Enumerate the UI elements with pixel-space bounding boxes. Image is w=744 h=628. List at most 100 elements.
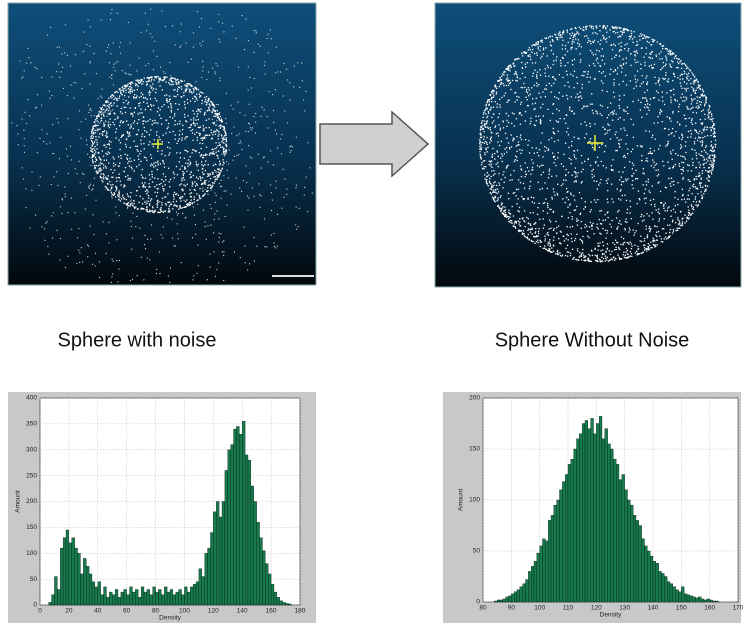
point <box>191 85 192 86</box>
point <box>265 73 266 74</box>
point <box>276 187 277 188</box>
point <box>141 174 142 175</box>
point <box>115 196 116 197</box>
point <box>191 58 192 59</box>
point <box>101 109 102 110</box>
point <box>150 104 151 105</box>
point <box>573 258 574 259</box>
point <box>595 161 596 162</box>
point <box>136 166 137 167</box>
point <box>696 130 697 131</box>
point <box>115 132 116 133</box>
point <box>594 123 595 124</box>
point <box>195 185 196 186</box>
point <box>585 256 586 257</box>
point <box>619 49 620 50</box>
point <box>675 100 676 101</box>
point <box>497 133 498 134</box>
point <box>112 172 113 173</box>
point <box>610 102 611 103</box>
point <box>591 170 592 171</box>
point <box>580 59 581 60</box>
point <box>202 168 203 169</box>
point <box>576 77 577 78</box>
point <box>190 156 191 157</box>
point <box>574 59 575 60</box>
point <box>684 215 685 216</box>
point <box>684 73 685 74</box>
point <box>646 158 647 159</box>
point <box>510 66 511 67</box>
point <box>666 238 667 239</box>
point <box>203 125 204 126</box>
point <box>645 53 646 54</box>
point <box>646 99 647 100</box>
bar <box>158 589 161 605</box>
point <box>687 170 688 171</box>
point <box>693 90 694 91</box>
point <box>509 221 510 222</box>
point <box>707 160 708 161</box>
point <box>643 219 644 220</box>
point <box>106 137 107 138</box>
point <box>179 104 180 105</box>
point <box>645 104 646 105</box>
point <box>614 244 615 245</box>
point <box>106 167 107 168</box>
point <box>700 164 701 165</box>
point <box>183 177 184 178</box>
point <box>284 179 285 180</box>
point <box>681 173 682 174</box>
point <box>511 146 512 147</box>
point <box>103 105 104 106</box>
point <box>562 48 563 49</box>
point <box>627 209 628 210</box>
point <box>194 196 195 197</box>
point <box>132 213 133 214</box>
point <box>136 216 137 217</box>
point <box>635 178 636 179</box>
point <box>649 226 650 227</box>
point <box>192 183 193 184</box>
point <box>181 180 182 181</box>
point <box>701 155 702 156</box>
point <box>221 120 222 121</box>
point <box>532 227 533 228</box>
point <box>148 63 149 64</box>
point <box>147 77 148 78</box>
point <box>551 137 552 138</box>
point <box>612 114 613 115</box>
point <box>130 84 131 85</box>
point <box>630 65 631 66</box>
point <box>147 99 148 100</box>
point <box>104 104 105 105</box>
bar <box>176 592 179 605</box>
point <box>599 219 600 220</box>
point <box>307 211 308 212</box>
point <box>175 89 176 90</box>
point <box>533 197 534 198</box>
point <box>143 97 144 98</box>
point <box>151 158 152 159</box>
point <box>574 137 575 138</box>
point <box>518 221 519 222</box>
point <box>486 181 487 182</box>
point <box>514 113 515 114</box>
point <box>187 151 188 152</box>
point <box>644 238 645 239</box>
point <box>710 160 711 161</box>
point <box>493 113 494 114</box>
point <box>304 194 305 195</box>
point <box>189 193 190 194</box>
point <box>623 238 624 239</box>
point <box>98 170 99 171</box>
point <box>134 112 135 113</box>
point <box>518 144 519 145</box>
point <box>667 116 668 117</box>
point <box>619 27 620 28</box>
point <box>640 68 641 69</box>
point <box>21 78 22 79</box>
point <box>219 112 220 113</box>
point <box>566 115 567 116</box>
point <box>220 172 221 173</box>
